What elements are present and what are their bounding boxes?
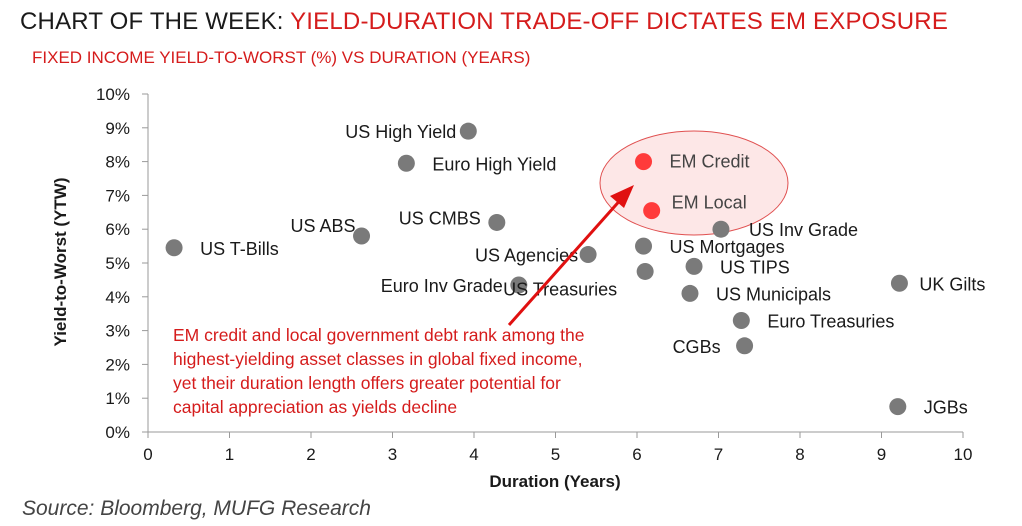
point-us-treasuries [636, 262, 654, 280]
point-jgbs [889, 398, 907, 416]
point-us-municipals [681, 284, 699, 302]
x-tick-label: 4 [469, 445, 478, 464]
point-em-credit [635, 153, 653, 171]
point-uk-gilts [890, 274, 908, 292]
y-tick-label: 5% [105, 254, 130, 273]
point-label-jgbs: JGBs [924, 398, 968, 418]
point-label-us-inv-grade: US Inv Grade [749, 220, 858, 240]
title-highlight: YIELD-DURATION TRADE-OFF DICTATES EM EXP… [290, 8, 949, 35]
y-tick-label: 6% [105, 220, 130, 239]
x-tick-label: 9 [877, 445, 886, 464]
point-label-us-municipals: US Municipals [716, 284, 831, 304]
point-label-us-mortgages: US Mortgages [670, 237, 785, 257]
y-tick-label: 7% [105, 186, 130, 205]
point-us-abs [353, 227, 371, 245]
x-axis-label: Duration (Years) [489, 472, 620, 491]
point-label-euro-treasuries: Euro Treasuries [767, 311, 894, 331]
point-cgbs [736, 337, 754, 355]
point-label-us-treasuries: US Treasuries [503, 279, 617, 299]
point-us-agencies [579, 246, 597, 264]
y-axis-label: Yield-to-Worst (YTW) [51, 177, 70, 346]
y-tick-label: 9% [105, 119, 130, 138]
x-tick-label: 2 [306, 445, 315, 464]
chart-title: CHART OF THE WEEK: YIELD-DURATION TRADE-… [20, 8, 948, 36]
x-tick-label: 6 [632, 445, 641, 464]
point-label-us-tips: US TIPS [720, 257, 790, 277]
point-euro-treasuries [732, 311, 750, 329]
point-euro-high-yield [397, 154, 415, 172]
annotation-line: highest-yielding asset classes in global… [173, 349, 583, 369]
chart-subtitle: FIXED INCOME YIELD-TO-WORST (%) VS DURAT… [32, 48, 531, 67]
point-label-us-t-bills: US T-Bills [200, 239, 279, 259]
annotation-line: yet their duration length offers greater… [173, 373, 561, 393]
annotation-arrow-head [610, 185, 634, 208]
x-tick-label: 3 [388, 445, 397, 464]
title-prefix: CHART OF THE WEEK: [20, 8, 291, 35]
x-tick-label: 8 [795, 445, 804, 464]
x-tick-label: 10 [954, 445, 973, 464]
point-label-us-abs: US ABS [290, 216, 355, 236]
point-label-us-high-yield: US High Yield [345, 122, 456, 142]
annotation-line: EM credit and local government debt rank… [173, 325, 584, 345]
y-tick-label: 2% [105, 355, 130, 374]
point-us-t-bills [165, 239, 183, 257]
annotation-line: capital appreciation as yields decline [173, 397, 457, 417]
point-label-euro-high-yield: Euro High Yield [432, 154, 556, 174]
point-label-em-local: EM Local [672, 193, 747, 213]
point-us-high-yield [459, 122, 477, 140]
point-label-cgbs: CGBs [673, 337, 721, 357]
point-us-inv-grade [712, 220, 730, 238]
point-us-mortgages [635, 237, 653, 255]
point-em-local [643, 202, 661, 220]
point-label-uk-gilts: UK Gilts [919, 274, 985, 294]
y-tick-label: 10% [96, 85, 130, 104]
y-tick-label: 8% [105, 153, 130, 172]
x-tick-label: 5 [551, 445, 560, 464]
point-label-us-agencies: US Agencies [475, 246, 578, 266]
x-tick-label: 7 [714, 445, 723, 464]
point-label-em-credit: EM Credit [670, 152, 750, 172]
y-tick-label: 3% [105, 322, 130, 341]
y-tick-label: 0% [105, 423, 130, 442]
point-label-us-cmbs: US CMBS [399, 208, 481, 228]
point-us-tips [685, 257, 703, 275]
x-tick-label: 0 [143, 445, 152, 464]
point-us-cmbs [488, 213, 506, 231]
y-tick-label: 1% [105, 389, 130, 408]
y-tick-label: 4% [105, 288, 130, 307]
source-note: Source: Bloomberg, MUFG Research [22, 497, 371, 520]
annotation-arrow-line [507, 196, 625, 326]
x-tick-label: 1 [225, 445, 234, 464]
point-label-euro-inv-grade: Euro Inv Grade [381, 276, 503, 296]
point-euro-inv-grade [510, 276, 528, 294]
